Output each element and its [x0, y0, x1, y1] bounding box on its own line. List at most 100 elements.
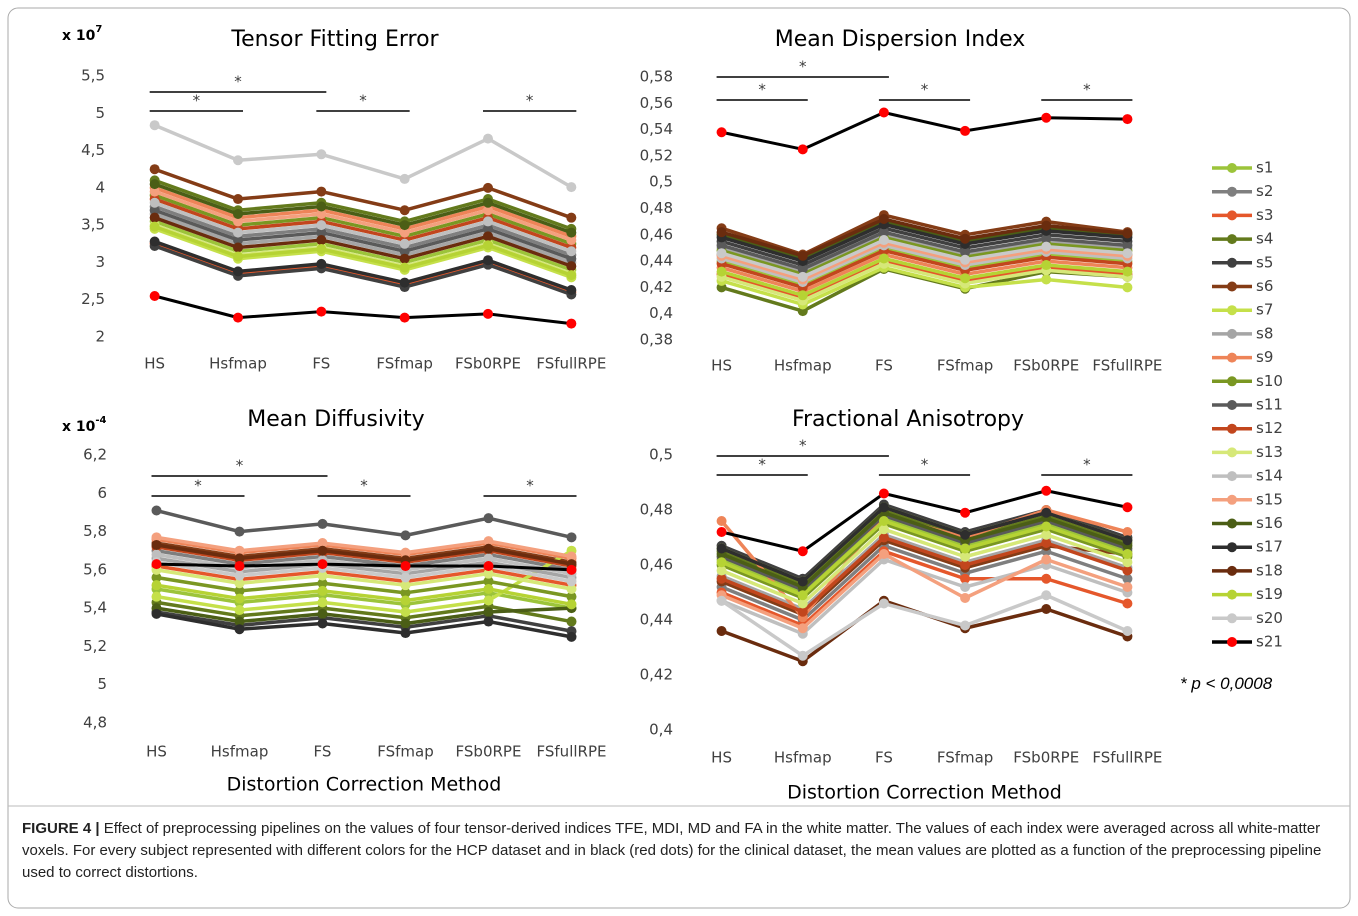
series-line [154, 242, 572, 294]
significance-star: * [526, 477, 534, 495]
data-point [400, 628, 411, 639]
y-tick-label: 0,52 [640, 146, 673, 164]
data-point [234, 624, 245, 635]
series-line [721, 261, 1128, 303]
data-point [797, 623, 808, 634]
y-tick-label: 0,48 [640, 199, 673, 217]
chart-title: Mean Dispersion Index [775, 27, 1026, 52]
series-line [720, 593, 1129, 658]
series-line [154, 227, 572, 279]
data-point [566, 532, 577, 543]
y-multiplier: x 10-4 [62, 415, 107, 435]
significance-star: * [234, 73, 242, 91]
data-point [1041, 590, 1052, 601]
data-point [1041, 485, 1052, 496]
data-point [400, 618, 411, 629]
series-line [156, 545, 572, 568]
data-point [797, 606, 808, 617]
legend-swatch-marker [1227, 589, 1237, 600]
series-line [720, 508, 1128, 586]
series-line [156, 537, 572, 561]
data-point [483, 182, 493, 193]
y-tick-label: 0,5 [649, 446, 673, 464]
significance-star: * [1083, 456, 1091, 474]
data-point [878, 107, 889, 118]
y-tick-label: 0,46 [640, 556, 673, 574]
series-line [156, 568, 572, 591]
data-point [483, 308, 493, 319]
data-point [151, 539, 162, 550]
y-multiplier-base: x 10 [62, 419, 96, 435]
data-point [316, 208, 327, 219]
series-line [156, 600, 572, 624]
data-point [149, 186, 160, 197]
data-point [797, 271, 808, 282]
x-tick-label: HS [146, 743, 167, 761]
legend-swatch-marker [1227, 281, 1237, 292]
data-point [1122, 502, 1133, 513]
data-point [1041, 538, 1052, 548]
figure-label: FIGURE 4 | [22, 820, 100, 837]
data-point [797, 650, 808, 661]
x-tick-label: Hsfmap [209, 355, 267, 373]
data-point [716, 565, 727, 576]
data-point [960, 560, 971, 570]
series-line [720, 552, 1128, 630]
data-point [1041, 604, 1052, 614]
data-point [797, 290, 808, 301]
y-tick-label: 3,5 [81, 216, 105, 234]
legend-swatch-marker [1227, 328, 1237, 339]
series-line [154, 216, 572, 268]
legend-label: s16 [1256, 514, 1283, 532]
y-tick-label: 5 [97, 675, 107, 693]
significance-star: * [360, 477, 368, 495]
x-tick-label: FS [875, 749, 893, 767]
data-point [149, 120, 160, 131]
y-multiplier-exponent: 7 [95, 24, 102, 35]
series-line [721, 259, 1128, 300]
data-point [483, 553, 494, 564]
y-tick-label: 4 [95, 178, 105, 196]
x-tick-label: Hsfmap [211, 743, 269, 761]
data-point [878, 214, 889, 225]
data-point [1122, 266, 1133, 277]
data-point [399, 205, 410, 216]
data-point [960, 246, 971, 257]
data-point [400, 595, 411, 606]
data-point [566, 584, 577, 594]
data-point [878, 598, 889, 609]
series-line [156, 583, 572, 607]
data-point [151, 549, 162, 560]
series-line [156, 575, 572, 599]
series-line [721, 111, 1128, 151]
legend-swatch-marker [1227, 565, 1237, 576]
legend-label: s17 [1256, 538, 1283, 556]
data-point [1041, 554, 1052, 565]
legend-swatch-marker [1227, 186, 1237, 197]
data-point [960, 543, 971, 554]
series-line [720, 513, 1128, 592]
data-point [566, 616, 577, 627]
data-point [483, 536, 494, 547]
data-point [566, 261, 577, 272]
x-tick-label: FS [875, 357, 893, 375]
legend-label: s20 [1256, 609, 1283, 627]
legend-swatch-marker [1227, 447, 1237, 458]
data-point [317, 597, 328, 608]
x-tick-label: FSfullRPE [536, 355, 606, 373]
data-point [399, 246, 410, 257]
y-tick-label: 3 [95, 253, 105, 271]
significance-star: * [921, 456, 929, 474]
series-line [721, 248, 1128, 290]
data-point [149, 205, 160, 216]
series-line [720, 519, 1128, 597]
significance-star: * [526, 92, 534, 110]
series-line [154, 201, 572, 253]
data-point [1041, 260, 1052, 271]
data-point [483, 205, 493, 216]
data-point [233, 216, 243, 227]
significance-star: * [921, 81, 929, 99]
y-tick-label: 0,4 [649, 721, 673, 739]
data-point [316, 306, 327, 317]
series-line [720, 544, 1128, 622]
